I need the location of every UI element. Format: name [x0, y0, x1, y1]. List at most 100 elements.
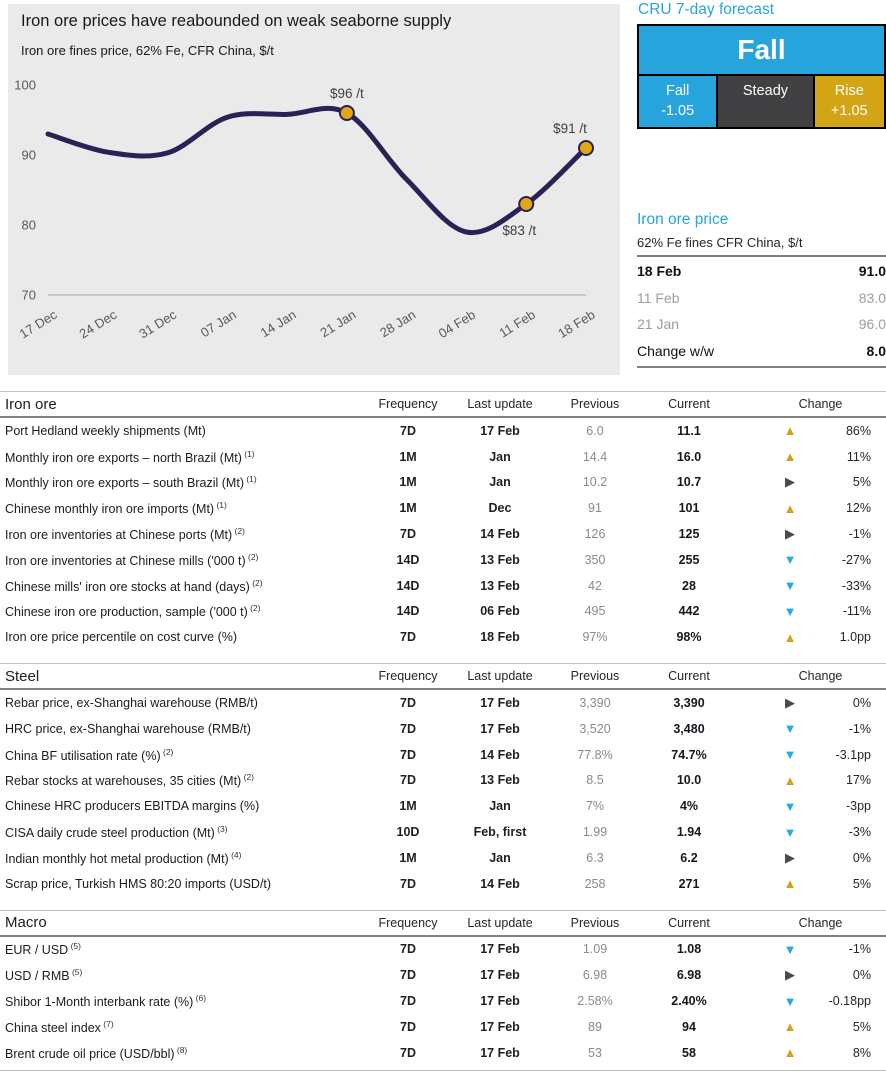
- row-label: HRC price, ex-Shanghai warehouse (RMB/t): [5, 721, 251, 736]
- table-row: Monthly iron ore exports – south Brazil …: [0, 470, 886, 496]
- change-value: 0%: [852, 850, 871, 865]
- up-arrow-icon: ▲: [783, 1019, 797, 1035]
- row-label: Chinese monthly iron ore imports (Mt) (1…: [5, 500, 227, 517]
- row-label: Rebar stocks at warehouses, 35 cities (M…: [5, 772, 254, 789]
- column-header: Last update: [467, 915, 533, 930]
- row-label: Scrap price, Turkish HMS 80:20 imports (…: [5, 876, 272, 891]
- frequency-cell: 7D: [400, 1045, 416, 1060]
- current-cell: 125: [678, 527, 700, 542]
- forecast-cell-label: Steady: [742, 83, 789, 99]
- last-update-cell: Jan: [489, 799, 511, 814]
- row-label: USD / RMB (5): [5, 967, 83, 984]
- data-point-marker: [518, 196, 535, 212]
- frequency-cell: 7D: [400, 527, 416, 542]
- section-title: Steel: [5, 667, 40, 685]
- x-tick-label: 14 Jan: [258, 307, 299, 340]
- up-arrow-icon: ▲: [783, 500, 797, 516]
- row-label: Monthly iron ore exports – south Brazil …: [5, 474, 257, 491]
- current-cell: 58: [682, 1045, 696, 1060]
- change-value: -11%: [842, 604, 871, 619]
- row-label: Iron ore inventories at Chinese ports (M…: [5, 526, 245, 543]
- column-header: Current: [668, 397, 710, 411]
- chart-title: Iron ore prices have reabounded on weak …: [21, 12, 452, 30]
- last-update-cell: 17 Feb: [480, 968, 520, 983]
- up-arrow-icon: ▲: [783, 629, 797, 645]
- down-arrow-icon: ▼: [783, 747, 797, 763]
- last-update-cell: 14 Feb: [480, 876, 520, 891]
- forecast-box: Fall Fall -1.05 Steady Rise +1.05: [637, 24, 886, 129]
- frequency-cell: 1M: [399, 449, 417, 464]
- previous-cell: 53: [588, 1045, 602, 1060]
- table-row: Monthly iron ore exports – north Brazil …: [0, 444, 886, 470]
- row-label: Brent crude oil price (USD/bbl) (8): [5, 1044, 188, 1061]
- previous-cell: 495: [584, 604, 606, 619]
- section-header-row: Steel Frequency Last update Previous Current…: [0, 663, 886, 691]
- change-value: -1%: [848, 942, 871, 957]
- row-label: Monthly iron ore exports – north Brazil …: [5, 448, 255, 465]
- change-value: -0.18pp: [828, 994, 871, 1009]
- table-row: Scrap price, Turkish HMS 80:20 imports (…: [0, 871, 886, 897]
- frequency-cell: 14D: [396, 578, 420, 593]
- x-tick-label: 21 Jan: [317, 307, 358, 340]
- footnote-marker: (1): [214, 500, 227, 511]
- x-tick-label: 04 Feb: [436, 307, 478, 341]
- top-row: 100 90 80 70 17 Dec 24 Dec 31 Dec 07 Jan 14 Jan 2…: [0, 0, 886, 378]
- footnote-marker: (2): [241, 772, 254, 783]
- bottom-divider: [0, 1069, 886, 1071]
- change-value: -1%: [848, 527, 871, 542]
- y-tick-label: 80: [22, 218, 36, 233]
- y-tick-label: 90: [22, 148, 36, 163]
- current-cell: 3,390: [673, 696, 705, 711]
- column-header: Frequency: [378, 915, 438, 930]
- column-header: Previous: [570, 397, 620, 411]
- last-update-cell: 14 Feb: [480, 747, 520, 762]
- row-label: Chinese iron ore production, sample ('00…: [5, 603, 261, 620]
- frequency-cell: 14D: [396, 552, 420, 567]
- column-header: Change: [798, 397, 843, 411]
- right-arrow-icon: ▶: [785, 526, 795, 542]
- data-point-marker: [338, 105, 355, 121]
- footnote-marker: (2): [249, 577, 263, 588]
- change-value: 17%: [845, 773, 871, 788]
- change-value: -3%: [848, 825, 871, 840]
- footnote-marker: (2): [160, 746, 174, 757]
- last-update-cell: 17 Feb: [480, 696, 520, 711]
- change-value: -27%: [841, 552, 871, 567]
- last-update-cell: 17 Feb: [480, 1019, 520, 1034]
- column-header: Current: [668, 915, 710, 930]
- forecast-cell-rise: Rise +1.05: [814, 76, 884, 127]
- section-header-row: Iron ore Frequency Last update Previous Curr…: [0, 391, 886, 418]
- price-box-subtitle: 62% Fe fines CFR China, $/t: [637, 235, 803, 250]
- down-arrow-icon: ▼: [783, 603, 797, 619]
- last-update-cell: 14 Feb: [480, 527, 520, 542]
- frequency-cell: 7D: [400, 696, 416, 711]
- indicator-tables: Iron ore Frequency Last update Previous Curr…: [0, 391, 886, 1066]
- price-row-date: 21 Jan: [637, 316, 680, 333]
- current-cell: 74.7%: [671, 747, 707, 762]
- current-cell: 11.1: [677, 423, 701, 438]
- table-row: Iron ore price percentile on cost curve …: [0, 624, 886, 650]
- footnote-marker: (2): [245, 551, 259, 562]
- last-update-cell: 13 Feb: [480, 578, 520, 593]
- forecast-cell-value: -1.05: [661, 103, 695, 119]
- previous-cell: 2.58%: [577, 994, 613, 1009]
- row-label: Iron ore inventories at Chinese mills ('…: [5, 551, 259, 568]
- data-point-marker: [578, 140, 594, 156]
- frequency-cell: 7D: [400, 773, 416, 788]
- x-tick-label: 24 Dec: [76, 307, 119, 342]
- section-title: Macro: [5, 914, 47, 932]
- previous-cell: 42: [588, 578, 602, 593]
- table-row: China steel index (7) 7D 17 Feb 89 94 ▲ 5%: [0, 1014, 886, 1040]
- frequency-cell: 1M: [399, 850, 417, 865]
- current-cell: 94: [682, 1019, 696, 1034]
- footnote-marker: (2): [247, 603, 261, 614]
- current-cell: 10.7: [676, 475, 702, 490]
- table-row: China BF utilisation rate (%) (2) 7D 14 Fe…: [0, 742, 886, 768]
- row-label: EUR / USD (5): [5, 941, 81, 958]
- table-row: Iron ore inventories at Chinese mills ('…: [0, 547, 886, 573]
- footnote-marker: (4): [228, 849, 242, 860]
- table-section-iron-ore: Iron ore Frequency Last update Previous Curr…: [0, 391, 886, 650]
- last-update-cell: 13 Feb: [480, 552, 520, 567]
- right-column: CRU 7-day forecast Fall Fall -1.05 Steady R…: [637, 0, 886, 378]
- x-tick-label: 31 Dec: [136, 307, 179, 342]
